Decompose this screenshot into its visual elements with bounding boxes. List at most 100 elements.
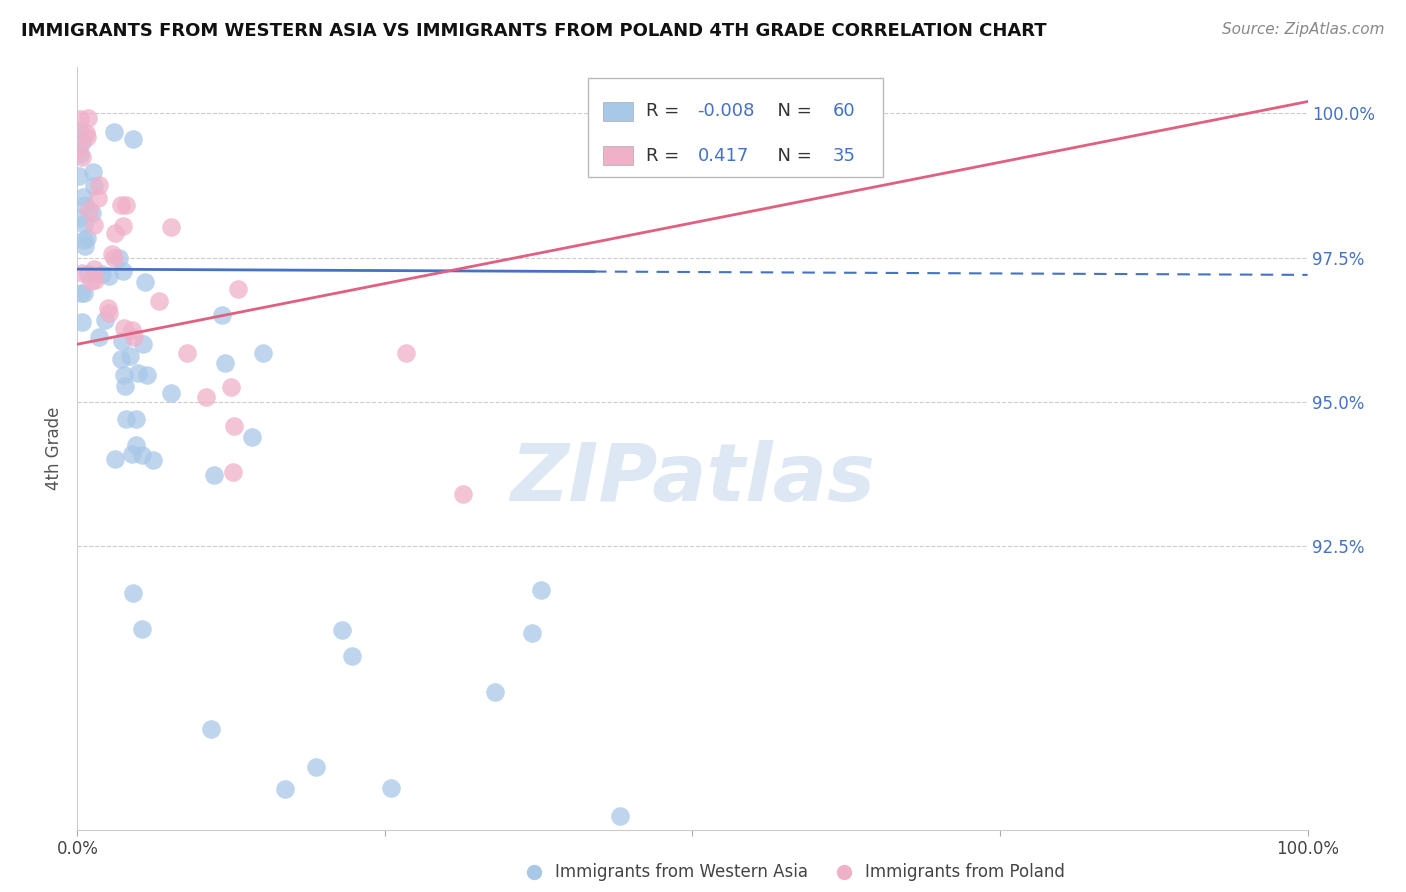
Point: [75, 198, 97, 212]
Point: [142, 453, 165, 467]
Point: [94, 312, 117, 326]
Point: [104, 452, 127, 467]
Point: [134, 275, 156, 289]
Point: [70, 150, 93, 164]
Point: [70, 266, 93, 280]
Text: Source: ZipAtlas.com: Source: ZipAtlas.com: [1222, 22, 1385, 37]
Point: [530, 582, 553, 597]
Point: [242, 430, 264, 444]
Point: [108, 252, 131, 266]
Point: [224, 418, 246, 433]
Point: [202, 468, 225, 483]
Point: [200, 723, 222, 737]
Point: [118, 349, 141, 363]
Point: [211, 308, 233, 322]
Point: [131, 622, 153, 636]
Point: [252, 345, 274, 359]
Point: [111, 334, 134, 349]
Point: [522, 625, 544, 640]
Point: [77, 203, 100, 218]
Point: [103, 251, 125, 265]
Text: ZIPatlas: ZIPatlas: [510, 440, 875, 517]
Point: [451, 487, 474, 501]
Text: N =: N =: [766, 146, 818, 165]
Point: [121, 132, 143, 146]
FancyBboxPatch shape: [603, 102, 634, 120]
Point: [160, 386, 183, 401]
Point: [112, 321, 135, 335]
Point: [83, 262, 105, 277]
Point: [67, 141, 90, 155]
Point: [132, 336, 155, 351]
Point: [101, 247, 124, 261]
Point: [305, 760, 328, 774]
Point: [122, 330, 145, 344]
Text: Immigrants from Poland: Immigrants from Poland: [865, 863, 1064, 881]
Text: IMMIGRANTS FROM WESTERN ASIA VS IMMIGRANTS FROM POLAND 4TH GRADE CORRELATION CHA: IMMIGRANTS FROM WESTERN ASIA VS IMMIGRAN…: [21, 22, 1046, 40]
Point: [484, 685, 506, 699]
Point: [127, 366, 149, 380]
Point: [136, 368, 159, 382]
Point: [121, 322, 143, 336]
Point: [75, 126, 97, 140]
Point: [609, 809, 631, 823]
Point: [114, 412, 136, 426]
Point: [112, 264, 135, 278]
Point: [73, 233, 96, 247]
Point: [83, 218, 105, 232]
Point: [125, 438, 148, 452]
Point: [121, 446, 143, 460]
Point: [83, 179, 105, 194]
Point: [115, 198, 138, 212]
Point: [73, 286, 96, 301]
Point: [103, 125, 125, 139]
Point: [67, 169, 90, 183]
Point: [125, 412, 148, 426]
Point: [273, 781, 295, 796]
Point: [75, 239, 97, 253]
Point: [72, 135, 94, 149]
Y-axis label: 4th Grade: 4th Grade: [45, 407, 63, 490]
Point: [98, 268, 121, 283]
Point: [121, 586, 143, 600]
Point: [67, 211, 90, 225]
Point: [222, 465, 245, 479]
Text: Immigrants from Western Asia: Immigrants from Western Asia: [555, 863, 808, 881]
Point: [76, 112, 98, 126]
Point: [69, 146, 91, 161]
Point: [110, 351, 132, 366]
Text: 60: 60: [832, 102, 855, 120]
Point: [176, 345, 198, 359]
Point: [97, 301, 120, 316]
FancyBboxPatch shape: [603, 146, 634, 165]
Text: -0.008: -0.008: [697, 102, 755, 120]
Point: [90, 267, 112, 281]
Point: [110, 197, 132, 211]
Point: [87, 178, 110, 192]
Point: [67, 124, 90, 138]
Point: [112, 368, 135, 382]
Point: [219, 380, 242, 394]
Point: [160, 220, 183, 235]
Point: [87, 330, 110, 344]
Point: [380, 780, 402, 795]
Point: [70, 315, 93, 329]
Point: [330, 623, 353, 637]
Point: [112, 219, 135, 233]
Point: [80, 205, 103, 219]
Point: [195, 390, 218, 404]
Point: [395, 345, 418, 359]
Point: [87, 191, 110, 205]
Point: [131, 448, 153, 462]
Point: [114, 379, 136, 393]
Text: R =: R =: [645, 146, 685, 165]
Point: [72, 190, 94, 204]
Text: N =: N =: [766, 102, 818, 120]
Point: [98, 306, 121, 320]
Point: [76, 129, 98, 144]
Point: [214, 356, 236, 370]
Point: [76, 267, 98, 281]
Point: [340, 649, 363, 664]
FancyBboxPatch shape: [588, 78, 883, 178]
Point: [80, 274, 103, 288]
